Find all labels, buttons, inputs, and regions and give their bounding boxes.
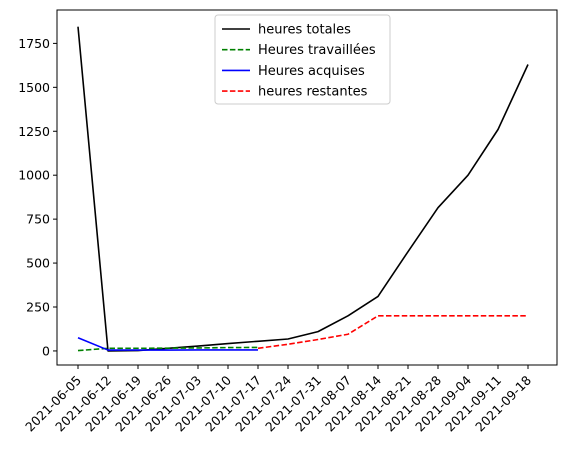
plot-frame bbox=[56, 9, 558, 366]
y-tick-label: 1500 bbox=[18, 80, 50, 95]
legend-label: heures restantes bbox=[258, 85, 368, 100]
series-line-2 bbox=[77, 337, 258, 351]
y-tick-label: 750 bbox=[26, 212, 50, 227]
legend-label: Heures travaillées bbox=[258, 43, 376, 58]
legend-label: heures totales bbox=[258, 23, 351, 38]
series-line-3 bbox=[257, 314, 528, 350]
y-tick-label: 1750 bbox=[18, 36, 50, 51]
series-line-1 bbox=[77, 346, 259, 352]
series-layer bbox=[77, 26, 529, 352]
legend-box bbox=[214, 14, 391, 105]
legend-label: Heures acquises bbox=[258, 64, 365, 79]
y-tick-label: 250 bbox=[26, 300, 50, 315]
legend: heures totales Heures travaillées Heures a… bbox=[214, 14, 391, 105]
y-tick-label: 1000 bbox=[18, 168, 50, 183]
y-tick-label: 0 bbox=[42, 343, 50, 358]
y-tick-label: 1250 bbox=[18, 124, 50, 139]
y-tick-label: 500 bbox=[26, 256, 50, 271]
